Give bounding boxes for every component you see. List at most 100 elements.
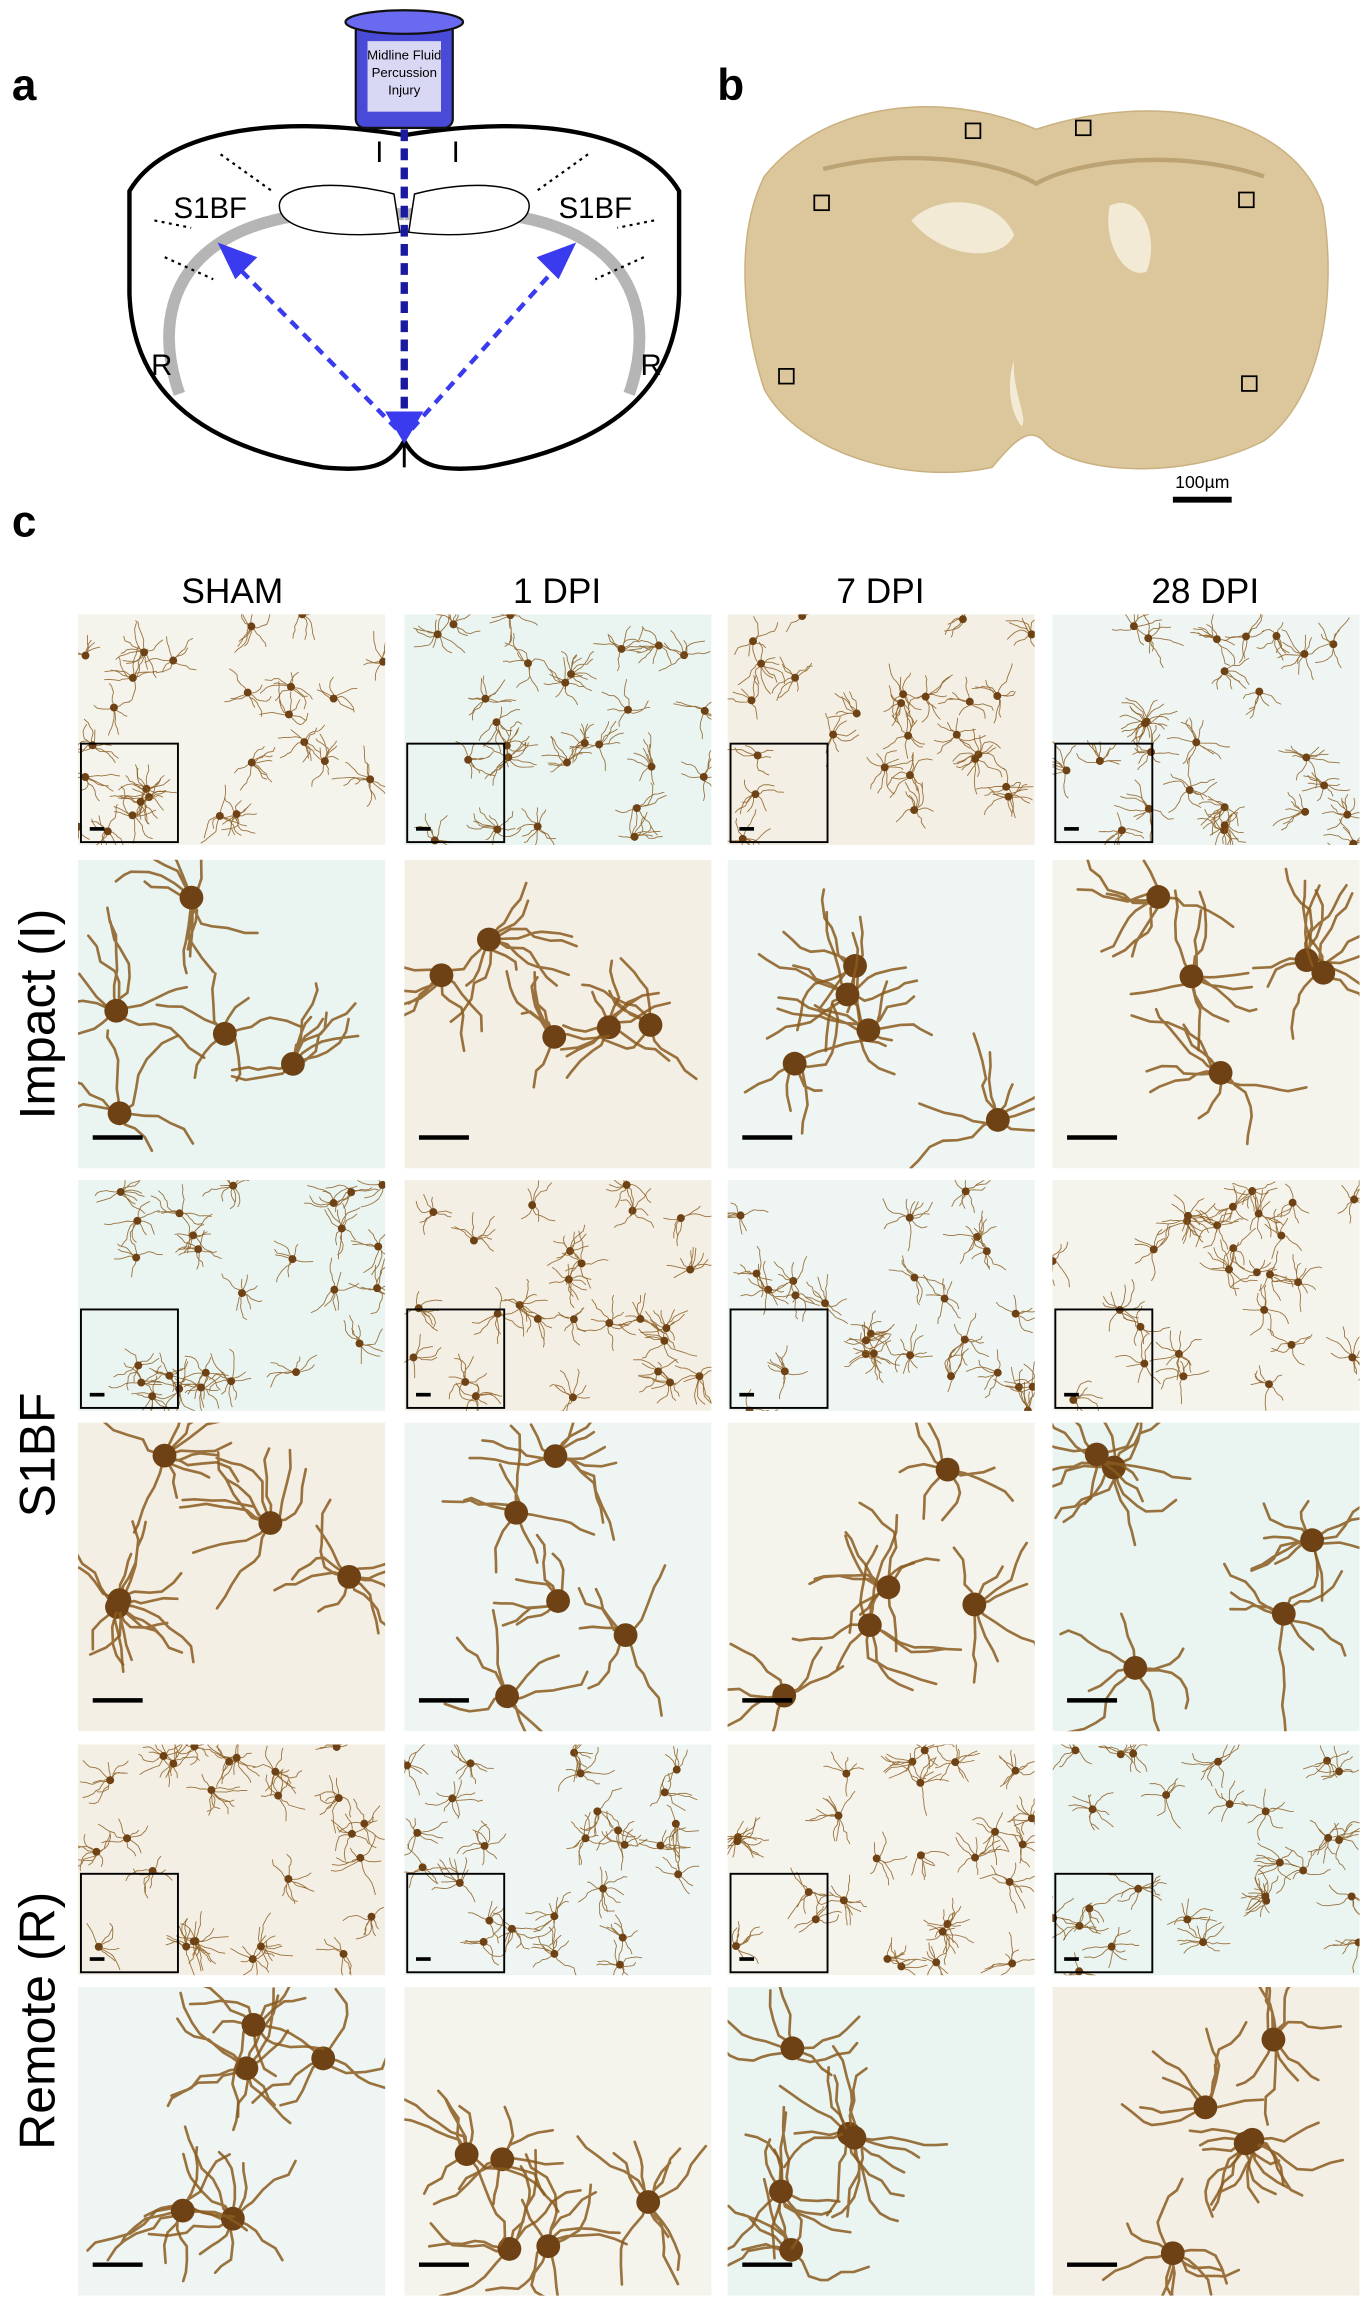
microglia-process [843,1321,892,1345]
image-bg [1052,1744,1360,1976]
microglia-process [109,790,166,825]
ventricle [911,202,1152,273]
microglia-process [782,2045,949,2223]
arrow-head [217,242,258,280]
microglia-soma [106,1776,115,1785]
microglia-process [1230,1256,1277,1288]
microglia-process [1011,1815,1035,1868]
microglia-process [455,740,496,779]
microglia-soma [932,1958,941,1967]
ventricle [1009,360,1024,427]
microglia-process [1199,1239,1258,1296]
microglia-soma [334,1794,343,1803]
microglia-process [1258,1250,1295,1301]
microglia-process [566,1811,612,1866]
microglia-soma [580,739,589,748]
microglia-process [455,1382,503,1411]
microglia-soma [329,1199,338,1207]
microglia-soma [175,1384,184,1393]
microglia-soma [862,1336,871,1345]
microglia-process [1323,1938,1360,1973]
microglia-soma [623,705,632,714]
microglia-process [734,779,785,815]
microglia-process [1242,1283,1289,1337]
inset-box [1054,1308,1154,1409]
microglia-soma [660,1336,669,1345]
microglia-soma [215,811,224,820]
microglia-soma [1085,1904,1094,1913]
microglia-process [260,1768,306,1822]
microglia-soma [1136,1322,1145,1331]
microglia-process [315,1936,352,1976]
microglia-soma [1254,1209,1263,1218]
low-mag-image [727,614,1035,846]
microglia-soma [1348,1353,1357,1362]
microglia-process [435,614,481,637]
microglia-soma [137,1378,146,1387]
microglia-soma [1329,640,1338,649]
microglia-soma [292,1368,301,1377]
microglia-soma [1272,632,1281,640]
microglia-process [673,701,712,740]
microglia-process [104,645,158,703]
microglia-process [1052,1422,1178,1547]
microglia-soma [1011,1766,1020,1775]
microglia-soma [1208,1060,1233,1085]
microglia-soma [1179,1372,1188,1381]
microglia-process [489,614,538,647]
microglia-process [1326,1326,1360,1381]
microglia-process [131,1375,178,1411]
microglia-soma [311,2046,336,2071]
row-label: Impact (I) [9,909,65,1120]
microglia-soma [466,1759,475,1768]
microglia-process [502,632,550,692]
microglia-soma [752,1269,761,1278]
microglia-process [315,1744,349,1750]
low-mag-image [1052,1180,1360,1411]
image-bg [727,1744,1035,1976]
microglia-process [1052,1895,1077,1940]
microglia-soma [1311,960,1336,985]
microglia-soma [1255,687,1264,696]
microglia-process [1307,1820,1360,1864]
microglia-soma [791,1291,800,1300]
microglia-soma [961,1187,970,1196]
microglia-soma [1185,786,1194,795]
microglia-soma [94,1942,103,1951]
microglia-process [655,1846,700,1895]
microglia-process [577,1564,667,1717]
microglia-soma [356,1853,365,1862]
microglia-process [757,910,919,1076]
inset-box [1054,1872,1154,1974]
microglia-process [348,1258,386,1315]
microglia-process [952,739,1006,770]
microglia-process [413,615,466,654]
microglia-soma [1335,1767,1344,1776]
microglia-process [443,1608,589,1732]
microglia-soma [337,1224,346,1233]
low-mag-image [404,1180,712,1411]
microglia-process [266,1354,318,1388]
microglia-soma [1144,804,1153,813]
microglia-process [559,959,672,1079]
microglia-process [572,1744,593,1783]
microglia-soma [1062,766,1071,775]
microglia-process [1173,1194,1219,1241]
row-label: Remote (R) [9,1892,65,2150]
microglia-process [221,1273,263,1320]
microglia-process [767,1345,808,1400]
microglia-process [1235,1986,1343,2126]
microglia-soma [481,694,490,703]
microglia-process [1302,1745,1350,1779]
microglia-process [909,1032,1035,1169]
microglia-process [638,1827,691,1858]
microglia-soma [835,982,860,1007]
microglia-soma [613,1623,638,1648]
injury-path [230,260,399,431]
panel-label: a [12,61,37,110]
low-mag-image [78,1180,386,1411]
panel-label: c [12,497,37,546]
microglia-process [965,1349,1001,1399]
microglia-soma [81,773,90,781]
region-label: R [641,349,662,382]
